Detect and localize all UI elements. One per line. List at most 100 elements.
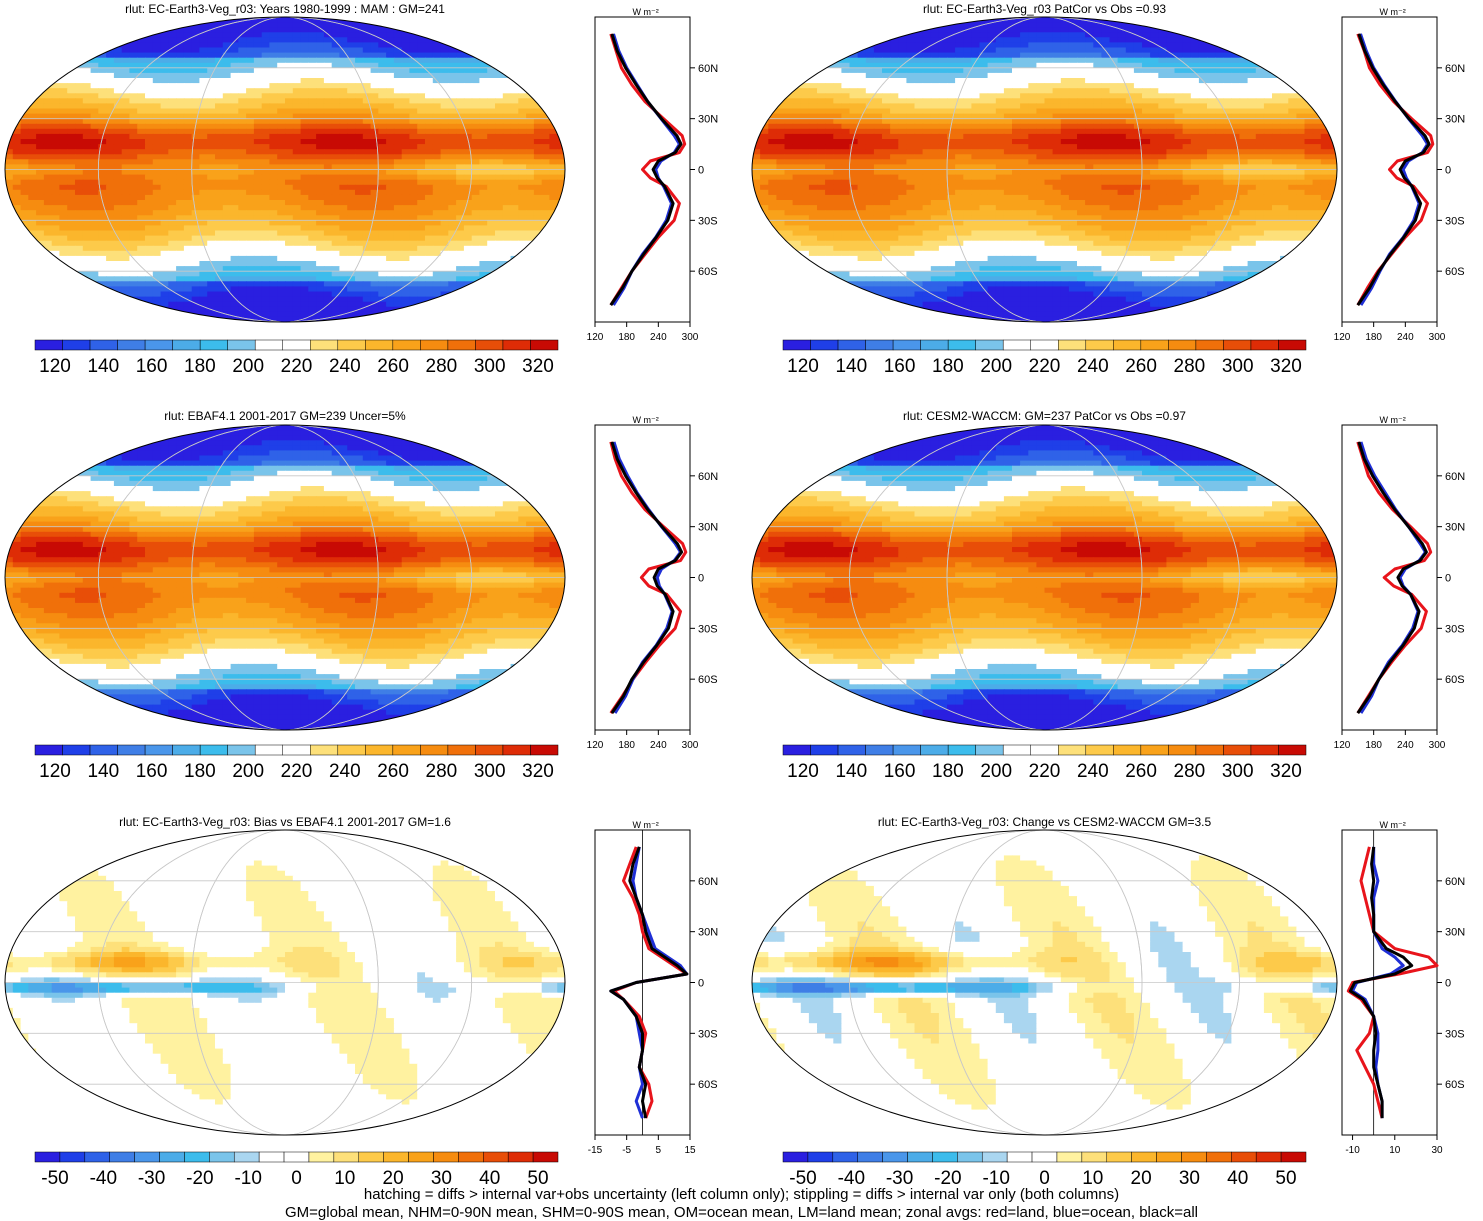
colorbar-swatch xyxy=(365,339,394,351)
zonal-lat-label: 30N xyxy=(1445,522,1465,534)
panel-3: rlut: EBAF4.1 2001-2017 GM=239 Uncer=5% 1… xyxy=(4,409,718,782)
zonal-line-all xyxy=(609,33,683,306)
zonal-unit-label: W m⁻² xyxy=(633,415,659,425)
colorbar-swatch xyxy=(947,744,976,756)
zonal-x-tick-label: 240 xyxy=(650,740,667,751)
colorbar-tick-label: 10 xyxy=(1082,1168,1103,1189)
colorbar-swatch xyxy=(1278,744,1307,756)
colorbar-tick-label: -20 xyxy=(186,1168,213,1189)
colorbar-tick-label: 120 xyxy=(39,761,71,782)
colorbar-tick-label: 240 xyxy=(1077,761,1109,782)
colorbar-tick-label: 30 xyxy=(431,1168,452,1189)
colorbar-swatch xyxy=(1031,1151,1058,1163)
colorbar-tick-label: -40 xyxy=(90,1168,117,1189)
zonal-line-all xyxy=(610,441,684,714)
colorbar-swatch xyxy=(1223,339,1252,351)
zonal-x-tick-label: 240 xyxy=(1397,740,1414,751)
zonal-lat-label: 30S xyxy=(1445,623,1465,635)
colorbar-tick-label: 40 xyxy=(479,1168,500,1189)
zonal-x-tick-label: -5 xyxy=(622,1145,631,1156)
colorbar-swatch xyxy=(1278,339,1307,351)
zonal-lat-label: 0 xyxy=(698,978,704,990)
colorbar-tick-label: -20 xyxy=(934,1168,961,1189)
colorbar-swatch xyxy=(882,1151,908,1163)
zonal-mean-plot: W m⁻² 60N 30N 0 30S 60S 120 180 240 300 xyxy=(1334,415,1466,751)
zonal-x-tick-label: -10 xyxy=(1345,1145,1360,1156)
colorbar-swatch xyxy=(1156,1151,1182,1163)
colorbar-swatch xyxy=(1223,744,1252,756)
colorbar-swatch xyxy=(907,1151,933,1163)
colorbar-tick-label: 10 xyxy=(334,1168,355,1189)
colorbar-swatch xyxy=(1280,1151,1307,1163)
colorbar-swatch xyxy=(159,1151,185,1163)
colorbar-tick-label: -50 xyxy=(41,1168,68,1189)
colorbar-tick-label: 320 xyxy=(522,356,554,377)
zonal-x-tick-label: 240 xyxy=(650,332,667,343)
colorbar-tick-label: 280 xyxy=(1174,761,1206,782)
zonal-x-tick-label: 180 xyxy=(1365,332,1382,343)
colorbar: 120 140 160 180 200 220 240 260 280 300 320 xyxy=(34,339,559,377)
zonal-mean-plot: W m⁻² 60N 30N 0 30S 60S -15 -5 5 15 xyxy=(588,820,718,1156)
colorbar-swatch xyxy=(337,339,366,351)
colorbar-swatch xyxy=(392,744,421,756)
colorbar-tick-label: 120 xyxy=(787,761,819,782)
zonal-x-tick-label: 120 xyxy=(1334,332,1351,343)
colorbar-swatch xyxy=(483,1151,509,1163)
zonal-lat-label: 30S xyxy=(698,623,718,635)
colorbar-tick-label: 20 xyxy=(1131,1168,1152,1189)
colorbar-swatch xyxy=(1056,1151,1083,1163)
colorbar-swatch xyxy=(1081,1151,1108,1163)
zonal-line-land xyxy=(609,441,688,714)
zonal-lat-label: 60S xyxy=(1445,1079,1465,1091)
colorbar-swatch xyxy=(209,1151,235,1163)
zonal-x-tick-label: 180 xyxy=(618,332,635,343)
colorbar-tick-label: 200 xyxy=(980,761,1012,782)
colorbar-tick-label: 0 xyxy=(291,1168,302,1189)
colorbar-swatch xyxy=(144,744,173,756)
zonal-x-tick-label: 180 xyxy=(1365,740,1382,751)
colorbar-swatch xyxy=(782,1151,809,1163)
map-outline xyxy=(751,16,1338,323)
colorbar-tick-label: 160 xyxy=(884,761,916,782)
colorbar-tick-label: 220 xyxy=(1029,356,1061,377)
colorbar-tick-label: 220 xyxy=(281,356,313,377)
colorbar-tick-label: 280 xyxy=(426,761,458,782)
colorbar-tick-label: 160 xyxy=(136,356,168,377)
colorbar-swatch xyxy=(109,1151,135,1163)
colorbar-tick-label: 180 xyxy=(184,761,216,782)
colorbar-swatch xyxy=(365,744,394,756)
zonal-lat-label: 30N xyxy=(1445,114,1465,126)
zonal-x-tick-label: 5 xyxy=(656,1145,662,1156)
colorbar-tick-label: 300 xyxy=(1222,356,1254,377)
colorbar-tick-label: 300 xyxy=(474,356,506,377)
colorbar-swatch xyxy=(172,744,201,756)
colorbar-tick-label: 260 xyxy=(1125,356,1157,377)
colorbar-swatch xyxy=(810,744,839,756)
zonal-line-land xyxy=(1356,441,1433,714)
panel-6: rlut: EC-Earth3-Veg_r03: Change vs CESM2… xyxy=(751,815,1465,1189)
panel-2: rlut: EC-Earth3-Veg_r03 PatCor vs Obs =0… xyxy=(751,2,1465,377)
colorbar-swatch xyxy=(84,1151,110,1163)
panel-title: rlut: EC-Earth3-Veg_r03: Bias vs EBAF4.1… xyxy=(119,815,451,829)
zonal-unit-label: W m⁻² xyxy=(1380,415,1406,425)
colorbar-swatch xyxy=(1085,339,1114,351)
colorbar-swatch xyxy=(1131,1151,1157,1163)
colorbar-swatch xyxy=(117,744,146,756)
map-outline xyxy=(751,829,1338,1136)
colorbar: -50 -40 -30 -20 -10 0 10 20 30 40 50 xyxy=(782,1151,1307,1189)
colorbar-swatch xyxy=(282,339,311,351)
colorbar-swatch xyxy=(258,1151,285,1163)
zonal-x-tick-label: 180 xyxy=(618,740,635,751)
zonal-lat-label: 60S xyxy=(1445,266,1465,278)
colorbar-swatch xyxy=(1140,339,1169,351)
colorbar-tick-label: 200 xyxy=(232,356,264,377)
colorbar-tick-label: -30 xyxy=(886,1168,913,1189)
colorbar-tick-label: 320 xyxy=(1270,761,1302,782)
panel-title: rlut: EC-Earth3-Veg_r03: Change vs CESM2… xyxy=(878,815,1212,829)
zonal-line-all xyxy=(1356,441,1428,714)
zonal-lat-label: 60S xyxy=(1445,674,1465,686)
zonal-lat-label: 30N xyxy=(698,522,718,534)
zonal-lat-label: 60N xyxy=(698,63,718,75)
colorbar-tick-label: 0 xyxy=(1039,1168,1050,1189)
